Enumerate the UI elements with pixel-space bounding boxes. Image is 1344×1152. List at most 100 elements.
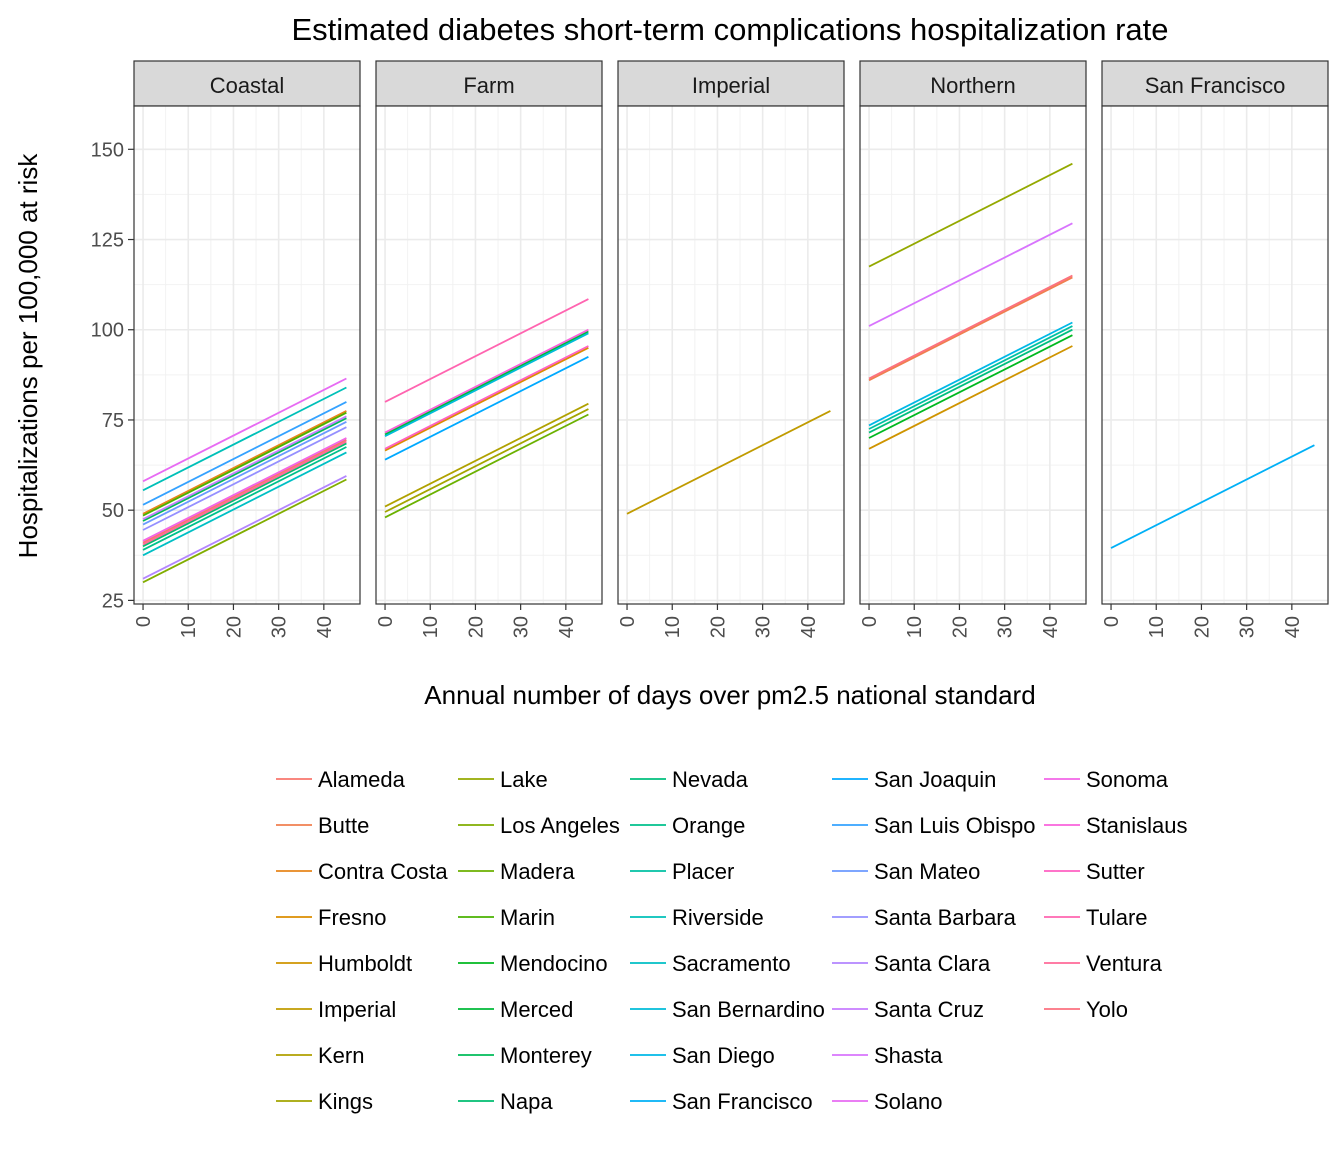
legend-label: Yolo [1086, 997, 1128, 1022]
x-tick-label: 10 [662, 616, 684, 638]
panel-san-francisco: San Francisco 0 10 20 30 40 [1101, 60, 1329, 638]
legend-label: Madera [500, 859, 575, 884]
legend-label: Imperial [318, 997, 396, 1022]
legend-label: Butte [318, 813, 369, 838]
series-line-san-luis-obispo [142, 401, 347, 506]
legend-label: Riverside [672, 905, 764, 930]
legend-item-butte: Butte [276, 813, 369, 838]
facet-strip-label: San Francisco [1145, 73, 1286, 98]
series-line-sutter [384, 345, 589, 450]
series-line-alameda [142, 438, 347, 544]
panel-border [859, 105, 1087, 605]
series-line-san-diego [868, 321, 1073, 427]
series-line-yolo [868, 274, 1073, 380]
facet-strip-label: Northern [930, 73, 1016, 98]
x-tick-label: 40 [1282, 616, 1304, 638]
series-line-marin [142, 411, 347, 517]
legend-label: Lake [500, 767, 548, 792]
x-tick-label: 0 [133, 616, 155, 627]
legend-item-fresno: Fresno [276, 905, 386, 930]
legend-item-alameda: Alameda [276, 767, 406, 792]
legend-label: San Bernardino [672, 997, 825, 1022]
legend-item-merced: Merced [458, 997, 573, 1022]
series-line-butte [868, 276, 1073, 382]
x-tick-label: 0 [1101, 616, 1123, 627]
y-tick-label: 25 [102, 590, 124, 612]
panel-background [618, 106, 844, 604]
legend-item-san-bernardino: San Bernardino [630, 997, 825, 1022]
legend-item-ventura: Ventura [1044, 951, 1163, 976]
legend-label: Sutter [1086, 859, 1145, 884]
legend-item-lake: Lake [458, 767, 548, 792]
legend-label: Contra Costa [318, 859, 448, 884]
legend-item-san-joaquin: San Joaquin [832, 767, 996, 792]
series-line-sacramento [142, 451, 347, 557]
y-tick-label: 75 [102, 410, 124, 432]
legend-label: Sonoma [1086, 767, 1169, 792]
legend-item-yolo: Yolo [1044, 997, 1128, 1022]
legend-label: San Joaquin [874, 767, 996, 792]
series-line-ventura [142, 440, 347, 546]
legend-item-tulare: Tulare [1044, 905, 1148, 930]
series-line-santa-cruz [142, 415, 347, 521]
series-line-san-bernardino [384, 332, 589, 438]
series-line-tulare [384, 298, 589, 403]
series-line-santa-barbara [142, 426, 347, 531]
x-tick-label: 10 [904, 616, 926, 638]
x-tick-label: 10 [420, 616, 442, 638]
legend-item-placer: Placer [630, 859, 734, 884]
series-line-madera [384, 413, 589, 519]
series-line-fresno [384, 346, 589, 452]
series-line-mendocino [868, 334, 1073, 439]
series-line-san-mateo [142, 420, 347, 526]
legend-item-stanislaus: Stanislaus [1044, 813, 1188, 838]
panel-border [133, 105, 361, 605]
legend-item-los-angeles: Los Angeles [458, 813, 620, 838]
x-tick-label: 40 [556, 616, 578, 638]
legend-label: San Diego [672, 1043, 775, 1068]
legend-item-marin: Marin [458, 905, 555, 930]
series-line-riverside [142, 386, 347, 492]
facet-strip [133, 60, 361, 107]
legend-item-nevada: Nevada [630, 767, 749, 792]
x-tick-label: 40 [798, 616, 820, 638]
panel-background [860, 106, 1086, 604]
legend-item-contra-costa: Contra Costa [276, 859, 448, 884]
series-line-santa-clara [142, 475, 347, 580]
legend-label: Los Angeles [500, 813, 620, 838]
facet-strip [375, 60, 603, 107]
legend-label: San Mateo [874, 859, 980, 884]
legend-item-sonoma: Sonoma [1044, 767, 1169, 792]
chart-title: Estimated diabetes short-term complicati… [291, 12, 1168, 47]
legend-item-riverside: Riverside [630, 905, 764, 930]
legend-label: Orange [672, 813, 745, 838]
legend-label: Kern [318, 1043, 364, 1068]
legend-label: Tulare [1086, 905, 1148, 930]
legend-label: Humboldt [318, 951, 412, 976]
legend-item-kern: Kern [276, 1043, 364, 1068]
x-tick-label: 10 [1146, 616, 1168, 638]
legend-item-santa-cruz: Santa Cruz [832, 997, 984, 1022]
series-line-lake [868, 162, 1073, 268]
x-tick-label: 30 [269, 616, 291, 638]
legend-item-sacramento: Sacramento [630, 951, 791, 976]
x-tick-label: 40 [1040, 616, 1062, 638]
legend-item-kings: Kings [276, 1089, 373, 1114]
legend-label: Merced [500, 997, 573, 1022]
legend-item-san-luis-obispo: San Luis Obispo [832, 813, 1035, 838]
series-line-imperial [626, 410, 831, 515]
series-line-nevada [868, 328, 1073, 434]
x-tick-label: 30 [511, 616, 533, 638]
series-line-shasta [868, 222, 1073, 327]
series-line-orange [142, 446, 347, 551]
x-tick-label: 40 [314, 616, 336, 638]
panel-imperial: Imperial 0 10 20 30 40 [617, 60, 845, 638]
legend-label: San Luis Obispo [874, 813, 1035, 838]
legend-item-santa-barbara: Santa Barbara [832, 905, 1017, 930]
legend-label: Sacramento [672, 951, 791, 976]
panel-border [375, 105, 603, 605]
legend-item-madera: Madera [458, 859, 575, 884]
series-line-placer [868, 325, 1073, 430]
